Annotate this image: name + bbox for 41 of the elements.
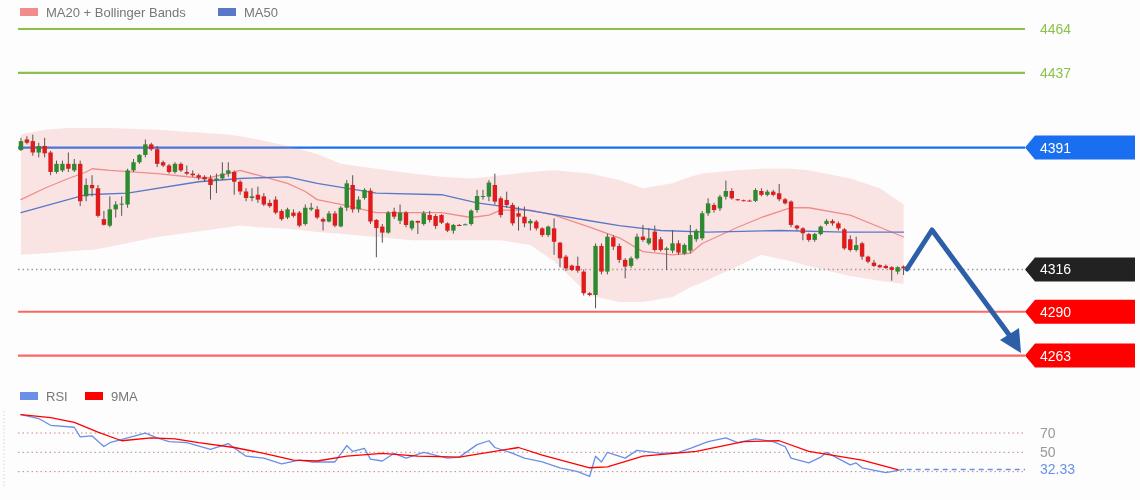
candlestick [486, 179, 492, 202]
candlestick [480, 189, 486, 201]
legend-label: 9MA [111, 389, 139, 404]
candlestick [155, 145, 160, 168]
line-series [20, 168, 905, 256]
y-tick-label: 4316 [1040, 261, 1072, 278]
candlestick [107, 195, 113, 228]
y-tick-label: 4437 [1040, 64, 1072, 81]
y-tick-label: 4290 [1040, 303, 1072, 320]
legend-label: MA50 [244, 5, 278, 20]
candlestick [551, 217, 557, 256]
candlestick [522, 206, 527, 228]
candlestick [320, 216, 326, 231]
candlestick [711, 202, 717, 214]
legend-label: MA20 + Bollinger Bands [46, 5, 187, 20]
line-series [20, 176, 905, 233]
y-tick-label: 50 [1040, 444, 1056, 461]
candlestick [581, 268, 586, 296]
y-tick-label: 70 [1040, 425, 1056, 442]
legend-label: RSI [46, 389, 68, 404]
candlestick [303, 203, 308, 227]
y-tick-label: 4391 [1040, 139, 1072, 156]
candlestick [214, 173, 219, 194]
candlestick [492, 173, 498, 205]
ref-line-label: 32.33 [1040, 461, 1076, 478]
candlestick [24, 135, 30, 145]
candlestick [243, 187, 249, 202]
candlestick [66, 151, 71, 173]
y-tick-label: 4263 [1040, 347, 1072, 364]
candlestick [646, 227, 652, 246]
candlestick [232, 169, 237, 196]
candlestick [386, 210, 391, 235]
candlestick [474, 189, 480, 214]
candlestick [723, 180, 729, 201]
candlestick [255, 186, 261, 204]
candlestick [800, 226, 806, 241]
candlestick [391, 207, 397, 220]
candlestick [101, 210, 107, 227]
y-tick-label: 4464 [1040, 21, 1072, 37]
candlestick [622, 257, 628, 279]
candlestick [249, 187, 255, 202]
